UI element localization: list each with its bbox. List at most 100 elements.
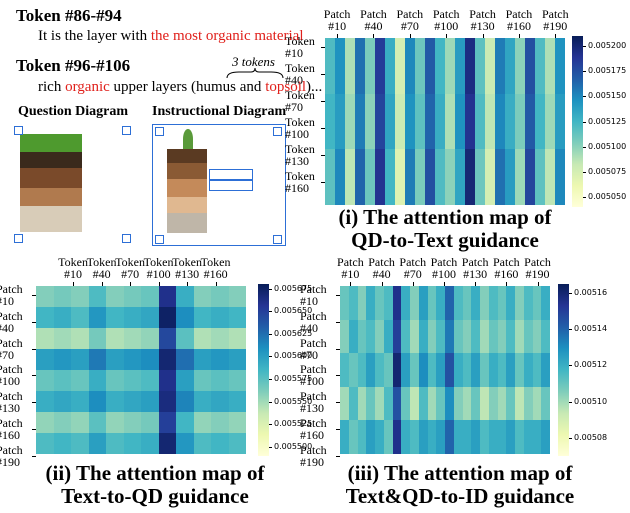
box	[122, 126, 131, 135]
box	[273, 235, 282, 244]
y-tick-mark	[32, 455, 36, 457]
heatmap-cell	[193, 307, 212, 329]
heatmap-cell	[485, 149, 496, 206]
heatmap-cell	[385, 93, 396, 150]
heatmap-cell	[462, 286, 472, 320]
heatmap-cell	[395, 93, 406, 150]
colorbar-label: 0.00516	[574, 288, 608, 298]
y-tick-mark	[336, 375, 340, 377]
heatmap-cell	[471, 286, 481, 320]
instructional-diagram	[152, 124, 286, 246]
heatmap-cell	[401, 420, 411, 455]
box	[273, 127, 282, 136]
heatmap-cell	[158, 433, 177, 455]
colorbar-label: 0.005600	[274, 351, 313, 361]
heatmap-cell	[488, 286, 498, 320]
heatmap-cell	[123, 307, 142, 329]
heatmap-cell	[123, 433, 142, 455]
heatmap-cell	[325, 38, 336, 95]
heatmap-cell	[53, 412, 72, 434]
heatmap-cell	[445, 38, 456, 95]
token-heading: Token #96-#106	[16, 56, 131, 75]
heatmap-cell	[455, 93, 466, 150]
heatmap-cell	[53, 286, 72, 308]
x-tick-label: Patch #10	[323, 7, 351, 33]
heatmap-cell	[348, 420, 358, 455]
heatmap-cell	[462, 319, 472, 354]
x-tick-mark	[443, 282, 445, 286]
heatmap-cell	[541, 386, 551, 421]
heatmap-cell	[495, 93, 506, 150]
heatmap-cell	[335, 149, 346, 206]
y-tick-mark	[32, 348, 36, 350]
y-tick-label: Token #100	[285, 115, 315, 142]
heatmap-cell	[480, 319, 490, 354]
heatmap-cell	[71, 349, 89, 371]
heatmap-cell	[395, 149, 406, 206]
heatmap-cell	[385, 38, 396, 95]
soil-layer	[20, 188, 82, 206]
heatmap-cell	[418, 286, 428, 320]
heatmap-cell	[488, 386, 498, 421]
heatmap-cell	[383, 420, 393, 455]
heatmap-cell	[88, 412, 107, 434]
colorbar-tick	[583, 96, 586, 98]
heatmap-cell	[471, 319, 481, 354]
heatmap-cell	[345, 149, 356, 206]
heatmap-cell	[36, 412, 54, 434]
heatmap-cell	[418, 353, 428, 388]
y-tick-mark	[321, 182, 325, 184]
box	[209, 180, 253, 191]
colorbar-tick	[269, 446, 272, 448]
heatmap-cell	[541, 420, 551, 455]
heatmap-cell	[465, 93, 476, 150]
x-tick-mark	[101, 282, 103, 286]
y-tick-mark	[321, 128, 325, 130]
heatmap-cell	[123, 391, 142, 413]
heatmap-cell	[355, 93, 366, 150]
heatmap-cell	[445, 386, 455, 421]
heatmap-cell	[418, 386, 428, 421]
heatmap-cell	[515, 38, 526, 95]
heatmap-cell	[462, 353, 472, 388]
heatmap-cell	[211, 391, 229, 413]
heatmap-cell	[141, 391, 159, 413]
heatmap-cell	[228, 433, 247, 455]
y-tick-mark	[321, 74, 325, 76]
heatmap-cell	[410, 420, 420, 455]
heatmap-cell	[228, 307, 247, 329]
heatmap-cell	[392, 420, 402, 455]
heatmap-cell	[435, 149, 446, 206]
heatmap-cell	[471, 420, 481, 455]
heatmap-cell	[340, 353, 350, 388]
heatmap-cell	[436, 386, 446, 421]
heatmap-cell	[497, 353, 507, 388]
colorbar-label: 0.005100	[588, 141, 627, 151]
heatmap-cell	[88, 307, 107, 329]
heatmap-cell	[445, 319, 455, 354]
heatmap-cell	[71, 391, 89, 413]
heatmap-cell	[515, 420, 525, 455]
heatmap-cell	[515, 93, 526, 150]
heatmap-cell	[480, 386, 490, 421]
heatmap-cell	[462, 420, 472, 455]
heatmap-cell	[141, 307, 159, 329]
grass	[20, 134, 82, 152]
heatmap-cell	[488, 420, 498, 455]
heatmap-cell	[366, 286, 376, 320]
heatmap-cell	[541, 286, 551, 320]
y-tick-label: Patch #40	[0, 308, 23, 335]
highlight: the most organic material	[150, 28, 304, 44]
heatmap-cell	[345, 93, 356, 150]
x-tick-mark	[373, 34, 375, 38]
heatmap-cell	[535, 38, 546, 95]
heatmap-cell	[366, 386, 376, 421]
y-tick-label: Patch #190	[300, 442, 327, 469]
heatmap-cell	[348, 386, 358, 421]
heatmap-cell	[410, 319, 420, 354]
x-tick-mark	[555, 34, 557, 38]
heatmap-cell	[453, 286, 463, 320]
colorbar-label: 0.00508	[574, 432, 608, 442]
heatmap-cell	[497, 286, 507, 320]
